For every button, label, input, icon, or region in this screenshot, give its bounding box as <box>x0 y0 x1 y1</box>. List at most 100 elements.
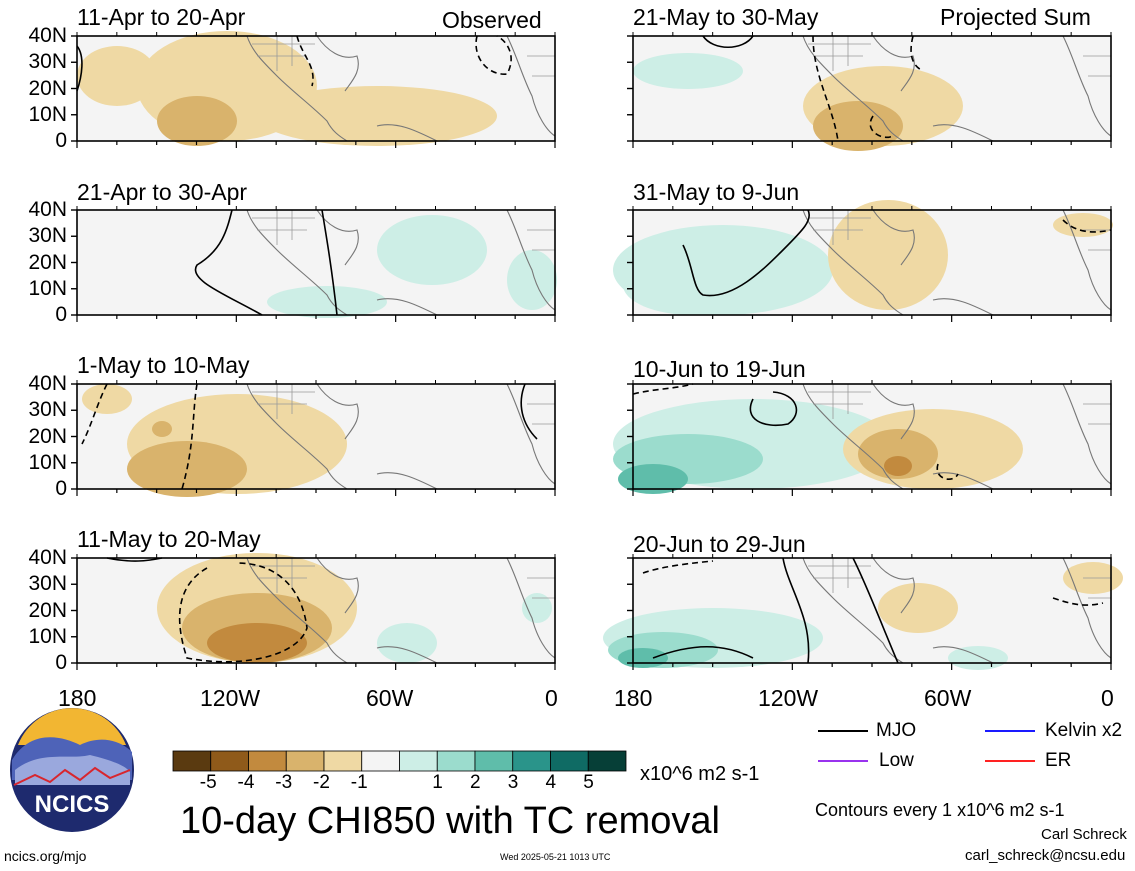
anomaly-shading <box>858 429 938 479</box>
anomaly-shading <box>522 593 552 623</box>
y-tick-label: 20N <box>28 598 67 622</box>
projected-sum-label: Projected Sum <box>940 4 1091 30</box>
contour-group-7 <box>632 383 959 480</box>
panel-title-8: 20-Jun to 29-Jun <box>633 531 806 557</box>
x-tick-120w-left: 120W <box>200 685 261 711</box>
country-borders <box>808 384 1111 425</box>
x-tick-120w-right: 120W <box>758 685 819 711</box>
anomaly-shading <box>633 53 743 89</box>
y-tick-label: 0 <box>55 129 67 152</box>
y-tick-label: 30N <box>28 224 67 248</box>
colorbar-swatch <box>550 750 589 772</box>
legend-label-mjo: MJO <box>876 720 917 741</box>
colorbar-tick-label: 4 <box>545 772 557 793</box>
colorbar-units: x10^6 m2 s-1 <box>640 763 760 785</box>
y-tick-label: 30N <box>28 572 67 596</box>
anomaly-shading <box>618 464 688 494</box>
colorbar-swatch <box>210 750 249 772</box>
contour-note: Contours every 1 x10^6 m2 s-1 <box>815 800 1065 820</box>
mjo-contour <box>178 562 308 663</box>
x-tick-0-right: 0 <box>1101 685 1114 711</box>
timestamp: Wed 2025-05-21 1013 UTC <box>500 852 611 862</box>
y-tick-label: 20N <box>28 250 67 274</box>
panel-title-4: 11-May to 20-May <box>77 526 261 552</box>
mjo-contour <box>782 557 810 664</box>
y-tick-label: 40N <box>28 198 67 221</box>
colorbar-swatch <box>248 750 287 772</box>
mjo-contour <box>869 115 894 138</box>
logo-ridge <box>15 755 130 785</box>
anomaly-shading <box>618 648 668 668</box>
mjo-contour <box>194 209 263 316</box>
mjo-contour <box>106 557 163 562</box>
panel-title-6: 31-May to 9-Jun <box>633 179 800 205</box>
legend-label-er: ER <box>1045 750 1072 771</box>
mjo-contour <box>76 45 83 92</box>
anomaly-shading <box>82 384 132 414</box>
x-tick-60w-left: 60W <box>366 685 414 711</box>
y-tick-label: 0 <box>55 477 67 500</box>
mjo-contour <box>520 383 538 440</box>
anomaly-shading <box>623 255 763 315</box>
country-borders <box>808 210 1111 251</box>
map-panel-4 <box>71 553 556 670</box>
anomaly-shading <box>77 46 157 106</box>
colorbar-swatch <box>474 750 514 772</box>
x-tick-180-right: 180 <box>614 685 653 711</box>
y-tick-label: 0 <box>55 303 67 326</box>
mjo-contour <box>321 209 338 316</box>
author-name: Carl Schreck <box>1041 826 1127 843</box>
anomaly-shading <box>267 286 387 318</box>
y-tick-label: 30N <box>28 50 67 74</box>
y-tick-label: 0 <box>55 651 67 674</box>
logo-sun <box>18 708 126 745</box>
logo-trend-line <box>13 766 131 786</box>
colorbar-swatch <box>285 750 325 772</box>
legend-label-kelvin: Kelvin x2 <box>1045 720 1123 741</box>
x-tick-60w-right: 60W <box>924 685 972 711</box>
contour-group-4 <box>106 557 308 663</box>
mjo-contour <box>910 35 924 72</box>
country-borders <box>252 36 555 77</box>
y-tick-label: 40N <box>28 372 67 395</box>
map-panel-8 <box>603 554 1123 670</box>
y-tick-label: 10N <box>28 450 67 474</box>
colorbar-tick-label: 1 <box>432 772 443 793</box>
x-tick-0-left: 0 <box>545 685 558 711</box>
x-tick-180-left: 180 <box>58 685 97 711</box>
panel-title-7: 10-Jun to 19-Jun <box>633 356 806 382</box>
colorbar-tick-label: -2 <box>313 772 330 793</box>
anomaly-shading <box>828 200 948 310</box>
mjo-contour <box>702 35 754 48</box>
colorbar-swatch <box>436 750 476 772</box>
anomaly-shading <box>507 250 557 310</box>
mjo-contour <box>296 35 314 87</box>
map-panel-3 <box>71 380 556 497</box>
colorbar-tick-label: 3 <box>507 772 519 793</box>
contour-group-5 <box>702 35 924 142</box>
logo-text: NCICS <box>35 791 110 818</box>
panel-title-1: 11-Apr to 20-Apr <box>77 4 246 30</box>
map-panel-6 <box>613 200 1113 322</box>
y-tick-label: 40N <box>28 24 67 47</box>
colorbar-tick-label: -3 <box>275 772 293 793</box>
site-url: ncics.org/mjo <box>4 848 87 864</box>
country-borders <box>252 210 555 251</box>
ncics-logo: NCICS <box>10 708 134 832</box>
main-title: 10-day CHI850 with TC removal <box>180 800 720 842</box>
contour-group-6 <box>682 209 1112 297</box>
y-tick-label: 10N <box>28 624 67 648</box>
colorbar-tick-label: -5 <box>199 772 217 793</box>
anomaly-shading <box>884 456 912 476</box>
anomaly-shading <box>813 101 903 151</box>
colorbar-swatch <box>587 750 627 772</box>
colorbar-tick-label: 5 <box>583 772 594 793</box>
colorbar <box>172 750 627 772</box>
map-panel-7 <box>613 380 1112 496</box>
anomaly-shading <box>257 86 497 146</box>
colorbar-swatch <box>361 750 400 772</box>
panel-title-5: 21-May to 30-May <box>633 4 819 30</box>
anomaly-shading <box>948 646 1008 670</box>
colorbar-tick-label: -1 <box>350 772 368 793</box>
